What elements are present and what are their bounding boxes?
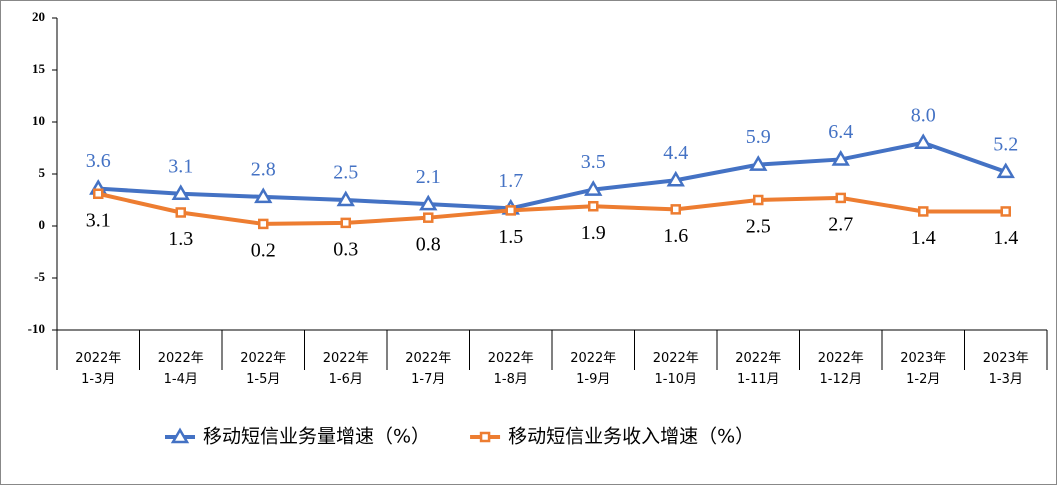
marker [423,212,434,223]
legend-label: 移动短信业务量增速（%） [203,426,430,448]
marker [93,188,104,200]
marker [1000,206,1011,217]
marker [340,217,351,229]
data-label: 3.1 [168,155,193,177]
marker [749,155,768,171]
data-label: 2.1 [416,166,441,188]
data-label: 0.2 [251,240,276,262]
marker [835,192,846,204]
data-label: 5.9 [746,126,771,148]
data-label: 2.5 [333,162,358,184]
x-tick-label: 2022年 1-12月 [818,351,864,387]
marker [666,170,685,187]
y-tick-label: 20 [32,9,45,24]
marker [254,187,273,204]
data-label: 0.8 [416,233,441,255]
x-tick-label: 2022年 1-5月 [240,351,286,387]
marker [588,200,599,212]
marker [753,194,764,206]
data-label: 8.0 [911,104,936,126]
legend-label: 移动短信业务收入增速（%） [508,426,754,448]
data-label: 0.3 [333,238,358,260]
x-tick-label: 2022年 1-3月 [75,351,121,387]
x-tick-label: 2022年 1-10月 [653,351,699,387]
x-tick-label: 2022年 1-9月 [570,351,616,387]
marker [479,431,491,443]
series-line [98,140,1007,211]
data-label: 1.7 [498,170,523,192]
y-tick-label: 15 [32,61,46,76]
data-label: 2.8 [251,158,276,180]
y-tick-label: -5 [34,269,45,284]
data-label: 5.2 [993,134,1018,156]
data-label: 6.4 [828,121,853,143]
data-label: 3.1 [86,209,111,231]
marker [914,133,933,150]
marker [171,184,190,201]
marker [170,427,190,444]
y-tick-label: 5 [39,165,46,180]
marker [670,204,681,215]
x-tick-label: 2023年 1-3月 [983,351,1029,387]
x-tick-label: 2022年 1-4月 [158,351,204,387]
marker [918,206,929,217]
data-label: 1.5 [498,226,523,248]
marker [584,180,603,196]
marker [419,194,438,211]
marker [996,162,1015,179]
marker [831,149,850,166]
data-label: 2.7 [828,214,853,236]
y-tick-label: 0 [39,217,46,232]
data-label: 4.4 [663,142,688,164]
data-label: 1.6 [663,225,688,247]
data-label: 1.3 [168,228,193,250]
legend-item: 移动短信业务量增速（%） [165,426,430,448]
x-tick-label: 2022年 1-6月 [323,351,369,387]
data-label: 3.6 [86,150,111,172]
series-line [97,191,1006,226]
x-tick-label: 2022年 1-7月 [405,351,451,387]
x-tick-label: 2023年 1-2月 [900,351,946,387]
marker [336,190,355,207]
data-label: 2.5 [746,216,771,238]
data-label: 3.5 [581,151,606,173]
x-tick-label: 2022年 1-8月 [488,351,534,387]
data-label: 1.4 [911,227,936,249]
legend-item: 移动短信业务收入增速（%） [470,426,754,448]
y-tick-label: -10 [28,321,45,336]
marker [258,218,269,230]
y-tick-label: 10 [32,113,45,128]
marker [505,205,516,216]
data-label: 1.9 [581,222,606,244]
x-tick-label: 2022年 1-11月 [735,351,781,387]
data-label: 1.4 [993,227,1018,249]
marker [175,207,186,218]
